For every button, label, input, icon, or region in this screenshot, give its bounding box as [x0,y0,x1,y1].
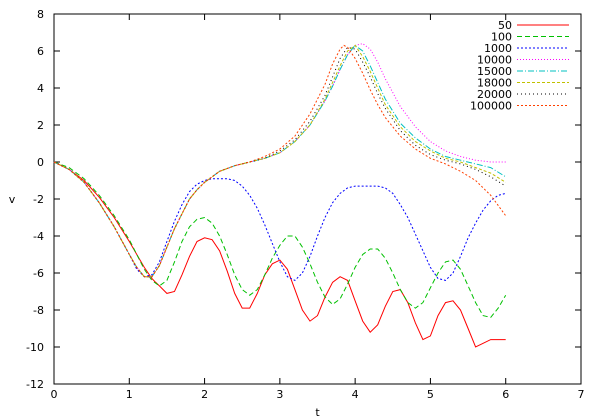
legend-label: 18000 [477,77,512,90]
y-tick-label: -4 [33,230,44,243]
y-tick-label: 6 [37,45,44,58]
legend-label: 100 [491,31,512,44]
y-tick-label: -8 [33,304,44,317]
x-tick-label: 4 [352,388,359,401]
series-line-20000 [53,46,506,278]
series-line-100000 [53,44,507,278]
series-line-10000 [53,43,506,278]
legend-label: 50 [498,19,512,32]
y-tick-label: 2 [37,119,44,132]
series-group [53,43,507,348]
x-tick-label: 1 [126,388,133,401]
y-tick-label: 8 [37,8,44,21]
y-tick-label: -2 [33,193,44,206]
series-line-100 [53,161,507,318]
x-tick-label: 6 [502,388,509,401]
legend-label: 10000 [477,54,512,67]
x-tick-label: 0 [51,388,58,401]
y-tick-label: -6 [33,267,44,280]
legend-label: 15000 [477,65,512,78]
legend-label: 20000 [477,88,512,101]
x-tick-label: 5 [427,388,434,401]
x-tick-label: 7 [578,388,585,401]
x-axis-label: t [315,406,320,419]
x-tick-label: 3 [276,388,283,401]
y-tick-label: 0 [37,156,44,169]
y-tick-label: -12 [26,378,44,391]
series-line-18000 [53,44,506,278]
legend-label: 100000 [470,100,512,113]
series-line-1000 [53,161,506,282]
x-tick-label: 2 [201,388,208,401]
y-tick-label: -10 [26,341,44,354]
y-axis-label: v [9,193,16,206]
y-tick-label: 4 [37,82,44,95]
axes: 0 1 2 3 4 5 6 7 -12 -10 -8 -6 -4 -2 0 2 4 6 8 [26,8,584,401]
series-line-50 [53,161,506,348]
legend-label: 1000 [484,42,512,55]
